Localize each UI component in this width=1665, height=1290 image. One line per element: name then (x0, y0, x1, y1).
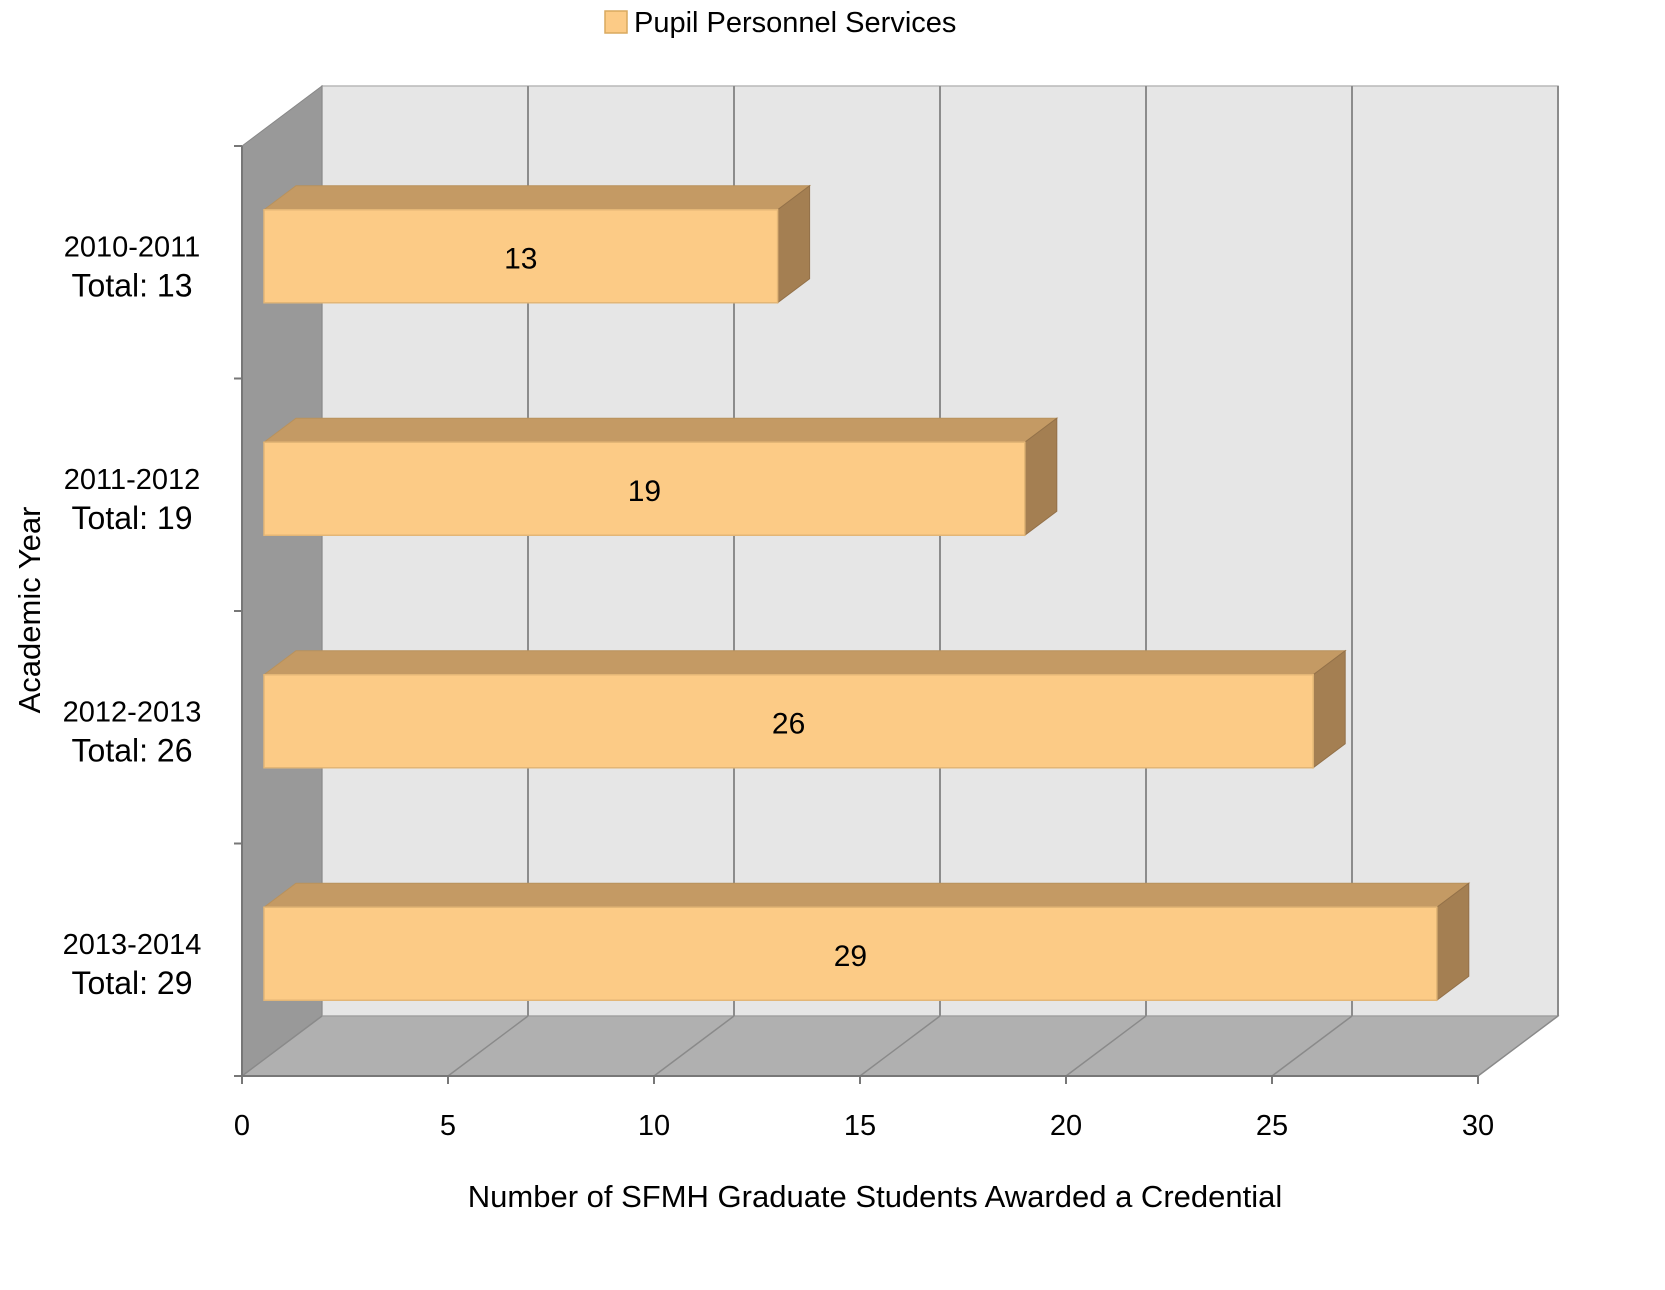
bar-top (262, 185, 812, 211)
bar-value-label: 19 (628, 475, 661, 508)
y-tick-sublabel: Total: 26 (72, 732, 193, 768)
x-tick-label: 25 (1256, 1110, 1288, 1142)
bar-value-label: 26 (772, 707, 805, 740)
x-tick-label: 30 (1462, 1110, 1494, 1142)
bar (263, 209, 779, 304)
bar-value-label: 13 (504, 242, 537, 275)
x-tick-label: 20 (1050, 1110, 1082, 1142)
floor-gridline (241, 1015, 323, 1077)
y-tick-label: 2011-2012 (64, 464, 201, 496)
y-tick-label: 2012-2013 (63, 696, 202, 728)
bars: 13 19 26 29 (262, 184, 1471, 1002)
x-tick-label: 15 (844, 1110, 876, 1142)
x-axis-title: Number of SFMH Graduate Students Awarded… (468, 1179, 1282, 1214)
floor-gridline (447, 1015, 529, 1077)
bar-value-label: 29 (834, 940, 867, 973)
x-tick-label: 10 (638, 1110, 670, 1142)
legend-label: Pupil Personnel Services (634, 7, 956, 39)
floor-gridline (1065, 1015, 1147, 1077)
x-tick-label: 5 (440, 1110, 456, 1142)
bar (263, 906, 1438, 1001)
floor-gridline (1477, 1015, 1559, 1077)
x-tick-label: 0 (234, 1110, 250, 1142)
legend-swatch (604, 10, 628, 34)
bar-top (262, 417, 1059, 443)
floor-gridline (859, 1015, 941, 1077)
bar-top (262, 882, 1471, 908)
legend: Pupil Personnel Services (604, 7, 956, 39)
y-tick-sublabel: Total: 19 (72, 500, 193, 536)
floor-gridline (1271, 1015, 1353, 1077)
bar-top (262, 650, 1347, 676)
y-axis-title: Academic Year (12, 507, 47, 714)
y-tick-sublabel: Total: 29 (72, 965, 193, 1001)
bar (263, 441, 1026, 536)
y-tick-label: 2013-2014 (63, 929, 202, 961)
bar (263, 674, 1314, 769)
floor-gridline (653, 1015, 735, 1077)
axes: 2010-2011 Total: 13 2011-2012 Total: 19 2012… (63, 145, 1494, 1142)
y-tick-sublabel: Total: 13 (72, 267, 193, 303)
y-tick-label: 2010-2011 (64, 231, 201, 263)
